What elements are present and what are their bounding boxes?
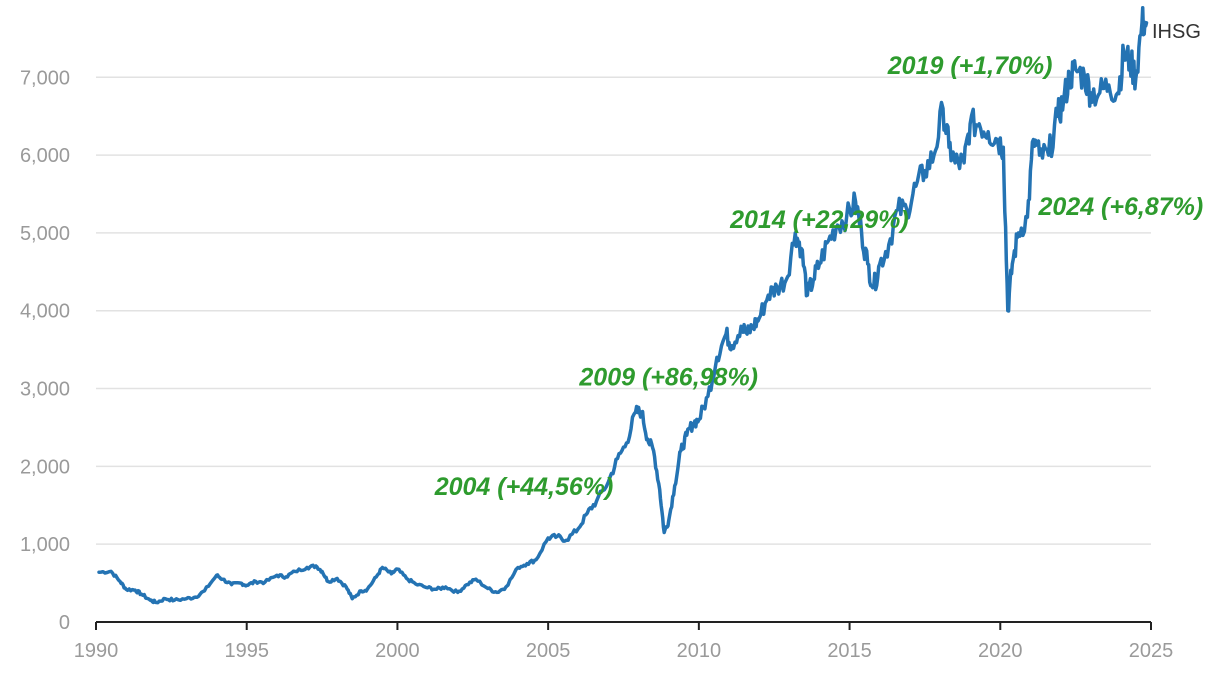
x-tick-label: 2010 — [677, 640, 722, 662]
x-tick-label: 1990 — [74, 640, 119, 662]
x-tick-label: 2005 — [526, 640, 571, 662]
y-tick-label: 4,000 — [20, 301, 70, 323]
y-tick-label: 1,000 — [20, 534, 70, 556]
y-tick-label: 6,000 — [20, 145, 70, 167]
x-tick-label: 2020 — [978, 640, 1023, 662]
y-tick-label: 5,000 — [20, 223, 70, 245]
annotation-label: 2014 (+22,29%) — [729, 206, 909, 234]
series-line-ihsg — [97, 5, 1149, 605]
y-axis-ticks: 0 1,000 2,000 3,000 4,000 5,000 6,000 7,000 — [20, 67, 70, 634]
annotation-label: 2019 (+1,70%) — [887, 52, 1053, 80]
y-tick-label: 2,000 — [20, 456, 70, 478]
annotations: 2004 (+44,56%) 2009 (+86,98%) 2014 (+22,29… — [434, 52, 1203, 501]
x-axis-ticks: 1990 1995 2000 2005 2010 2015 2020 2025 — [74, 622, 1174, 662]
series-label-ihsg: IHSG — [1152, 21, 1201, 43]
y-tick-label: 7,000 — [20, 67, 70, 89]
x-tick-label: 1995 — [224, 640, 269, 662]
x-tick-label: 2000 — [375, 640, 420, 662]
annotation-label: 2009 (+86,98%) — [578, 363, 758, 391]
x-tick-label: 2015 — [827, 640, 872, 662]
y-tick-label: 3,000 — [20, 379, 70, 401]
gridlines — [96, 76, 1151, 545]
y-tick-label: 0 — [59, 612, 70, 634]
x-tick-label: 2025 — [1129, 640, 1174, 662]
annotation-label: 2024 (+6,87%) — [1038, 193, 1204, 221]
annotation-label: 2004 (+44,56%) — [434, 473, 614, 501]
